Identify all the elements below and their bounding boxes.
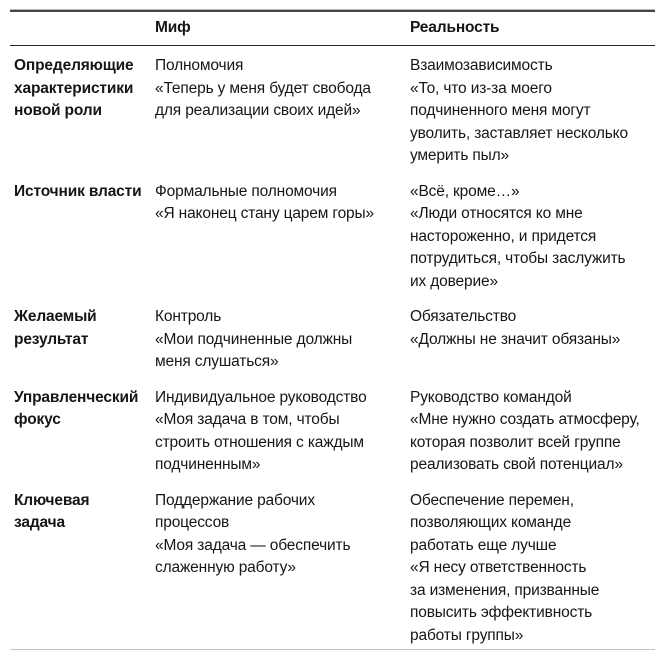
table-header-row: Миф Реальность — [10, 12, 655, 46]
table-row: Определяющие характеристики новой роли П… — [10, 55, 655, 168]
reality-cell: Взаимозависимость «То, что из-за моего п… — [410, 57, 628, 164]
row-label-cell: Определяющие характеристики новой роли — [14, 57, 134, 119]
table-row: Ключевая задача Поддержание рабочих проц… — [10, 490, 655, 648]
table-row: Источник власти Формальные полномочия «Я… — [10, 181, 655, 294]
myth-reality-table: Миф Реальность Определяющие характеристи… — [10, 9, 655, 650]
row-label-cell: Ключевая задача — [14, 491, 90, 532]
row-label-cell: Желаемый результат — [14, 308, 97, 348]
myth-cell: Поддержание рабочих процессов «Моя задач… — [155, 491, 351, 577]
table-body: Определяющие характеристики новой роли П… — [10, 46, 655, 647]
table-top-rule — [10, 9, 655, 12]
reality-cell: Руководство командой «Мне нужно создать … — [410, 388, 640, 474]
myth-cell: Полномочия «Теперь у меня будет свобода … — [155, 57, 371, 119]
myth-cell: Формальные полномочия «Я наконец стану ц… — [155, 182, 374, 223]
table-row: Управленческий фокус Индивидуальное руко… — [10, 387, 655, 477]
header-cell-myth: Миф — [155, 19, 191, 36]
myth-cell: Контроль «Мои подчиненные должны меня сл… — [155, 308, 353, 370]
reality-cell: Обеспечение перемен, позволяющих команде… — [410, 491, 600, 644]
row-label-cell: Источник власти — [14, 182, 142, 200]
myth-cell: Индивидуальное руководство «Моя задача в… — [155, 388, 367, 474]
header-cell-empty — [10, 17, 155, 39]
row-label-cell: Управленческий фокус — [14, 388, 139, 429]
header-cell-reality: Реальность — [410, 19, 500, 36]
table-row: Желаемый результат Контроль «Мои подчине… — [10, 306, 655, 374]
reality-cell: «Всё, кроме…» «Люди относятся ко мне нас… — [410, 182, 626, 290]
reality-cell: Обязательство «Должны не значит обязаны» — [410, 308, 621, 348]
